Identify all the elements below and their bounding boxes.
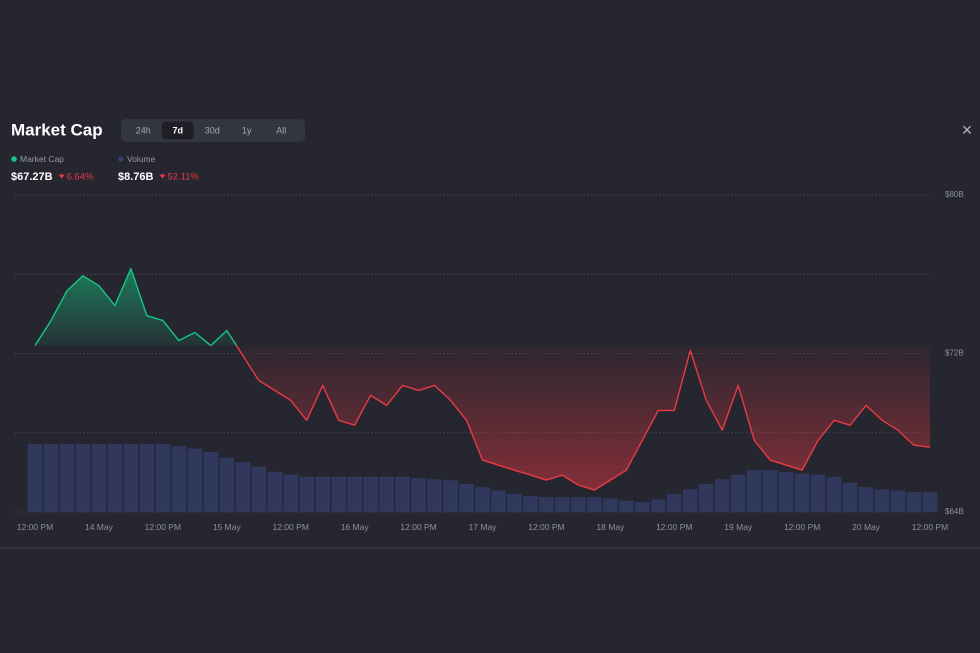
- volume-bar: [890, 490, 906, 512]
- volume-bar: [331, 476, 347, 512]
- volume-bar: [315, 476, 331, 512]
- x-tick-label: 17 May: [469, 522, 498, 532]
- volume-bar: [155, 444, 171, 512]
- volume-bar: [698, 483, 714, 512]
- volume-bar: [203, 451, 219, 512]
- volume-bar: [746, 470, 762, 512]
- volume-bar: [826, 476, 842, 512]
- stat-value: $8.76B: [118, 171, 154, 183]
- x-tick-label: 12:00 PM: [400, 522, 436, 532]
- x-tick-label: 12:00 PM: [912, 522, 948, 532]
- x-tick-label: 12:00 PM: [656, 522, 692, 532]
- price-line: [34, 268, 931, 491]
- volume-bar: [395, 476, 410, 512]
- volume-bar: [523, 496, 538, 512]
- tab[interactable]: 30d: [205, 125, 220, 135]
- x-tick-label: 12:00 PM: [528, 522, 564, 532]
- volume-bar: [107, 444, 123, 512]
- volume-bar: [91, 444, 107, 512]
- volume-bar: [459, 483, 474, 512]
- x-tick-label: 12:00 PM: [17, 522, 53, 532]
- volume-bar: [810, 474, 826, 512]
- volume-bar: [618, 500, 634, 512]
- tab[interactable]: 1y: [242, 125, 252, 135]
- legend-dot: [118, 156, 124, 162]
- volume-bar: [778, 471, 794, 512]
- volume-bar: [922, 492, 938, 512]
- volume-bar: [251, 466, 267, 512]
- volume-bar: [379, 476, 394, 512]
- volume-bar: [762, 470, 778, 512]
- tab[interactable]: All: [276, 125, 286, 135]
- volume-bar: [571, 497, 586, 512]
- volume-bar: [427, 479, 442, 512]
- volume-bar: [794, 473, 810, 512]
- volume-bar: [171, 446, 187, 512]
- volume-bar: [666, 493, 682, 512]
- volume-bar: [283, 474, 299, 512]
- volume-bar: [219, 457, 235, 512]
- volume-bar: [587, 497, 602, 512]
- legend-label: Volume: [127, 154, 156, 164]
- volume-bar: [443, 480, 458, 512]
- tab-selected-bg: [161, 121, 194, 140]
- volume-bar: [411, 478, 426, 512]
- stat-value: $67.27B: [11, 171, 53, 183]
- volume-bar: [858, 487, 874, 512]
- volume-bar: [347, 476, 362, 512]
- volume-bar: [539, 497, 554, 512]
- x-tick-label: 18 May: [596, 522, 625, 532]
- legend-dot: [11, 156, 17, 162]
- legend-label: Market Cap: [20, 154, 64, 164]
- x-tick-label: 19 May: [724, 522, 753, 532]
- volume-bar: [555, 497, 570, 512]
- volume-bar: [634, 502, 650, 512]
- volume-bar: [714, 479, 730, 512]
- x-tick-label: 16 May: [341, 522, 370, 532]
- volume-bar: [475, 487, 490, 512]
- tab[interactable]: 24h: [136, 125, 151, 135]
- x-tick-label: 20 May: [852, 522, 881, 532]
- x-tick-label: 12:00 PM: [273, 522, 309, 532]
- volume-bar: [682, 489, 698, 512]
- x-tick-label: 14 May: [85, 522, 114, 532]
- y-tick-label: $64B: [945, 507, 964, 516]
- volume-bar: [123, 444, 139, 512]
- x-tick-label: 15 May: [213, 522, 242, 532]
- panel-title: Market Cap: [11, 120, 103, 139]
- volume-bar: [650, 499, 666, 512]
- volume-bar: [139, 444, 155, 512]
- volume-bar: [491, 490, 506, 512]
- y-tick-label: $72B: [945, 349, 964, 358]
- x-tick-label: 12:00 PM: [784, 522, 820, 532]
- stat-change: 6.64%: [67, 172, 94, 183]
- volume-bar: [507, 493, 522, 512]
- volume-bar: [75, 444, 91, 512]
- volume-bar: [267, 471, 283, 512]
- volume-bar: [842, 482, 858, 512]
- volume-bar: [187, 448, 203, 512]
- close-button[interactable]: ×: [962, 120, 973, 140]
- volume-bar: [59, 444, 75, 512]
- volume-bar: [299, 476, 315, 512]
- y-tick-label: $80B: [945, 190, 964, 199]
- volume-bar: [43, 444, 59, 512]
- tab[interactable]: 7d: [172, 125, 183, 135]
- volume-bar: [906, 492, 922, 512]
- x-tick-label: 12:00 PM: [145, 522, 181, 532]
- volume-bar: [603, 498, 618, 512]
- stat-change: 52.11%: [167, 172, 199, 183]
- volume-bar: [27, 444, 43, 512]
- volume-bar: [235, 462, 251, 512]
- volume-bar: [874, 489, 890, 512]
- change-arrow: [159, 174, 166, 179]
- volume-bar: [730, 474, 746, 512]
- area-fill: [35, 268, 930, 490]
- change-arrow: [58, 174, 65, 179]
- volume-bar: [363, 476, 378, 512]
